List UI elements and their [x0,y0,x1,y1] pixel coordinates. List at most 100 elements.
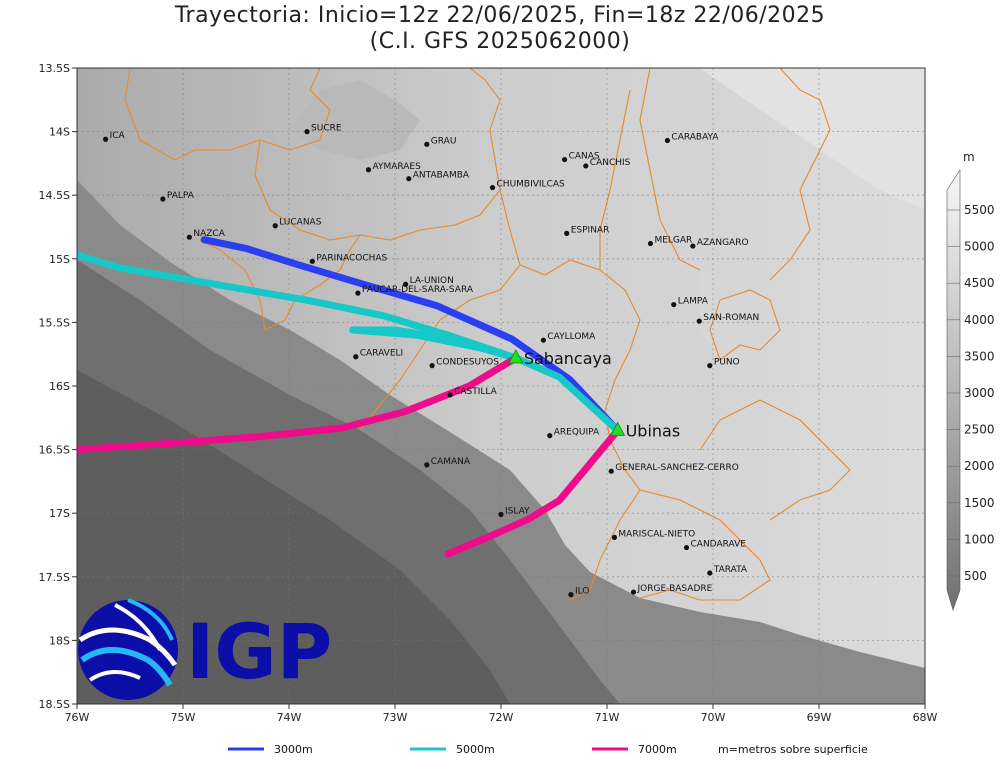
place-label: ANTABAMBA [413,171,470,181]
place-label: SUCRE [311,124,342,134]
place-label: TARATA [713,565,748,575]
colorbar-label: 500 [964,569,987,583]
igp-logo: IGP [78,598,332,700]
place-label: ICA [110,131,126,141]
place-label: CAYLLOMA [547,332,596,342]
volcano-markers: Sabancaya Ubinas [508,349,681,441]
place-dot [647,240,654,247]
legend: 3000m 5000m 7000m [228,743,677,756]
place-dot [568,592,574,598]
place-label: CANDARAVE [691,540,747,550]
place-dot [608,468,614,474]
chart-title: Trayectoria: Inicio=12z 22/06/2025, Fin=… [174,3,826,28]
place-label: CAMANA [431,457,471,467]
legend-label: 3000m [274,743,313,756]
place-dot [671,301,677,308]
x-tick-label: 76W [65,711,90,724]
volcano-label: Ubinas [626,422,681,441]
place-dot [611,534,618,540]
place-label: PARINACOCHAS [316,253,387,263]
place-label: ISLAY [505,506,530,516]
grid [77,68,925,704]
volcano-label: Sabancaya [524,349,612,368]
legend-label: 7000m [638,743,677,756]
place-label: LA-UNION [410,276,454,286]
colorbar: m 5500 5000 4500 4000 3500 3000 2500 2000 1500 10… [946,150,995,611]
place-dot [160,196,166,202]
colorbar-label: 1500 [964,496,995,510]
place-label: GENERAL-SANCHEZ-CERRO [615,463,739,473]
place-label: CARABAYA [671,133,719,143]
y-tick-label: 14.5S [39,189,70,202]
place-dot [498,511,504,518]
place-label: JORGE-BASADRE [637,584,713,594]
colorbar-label: 3000 [964,386,995,400]
place-dot [186,234,192,240]
place-label: CHUMBIVILCAS [497,180,565,190]
place-label: PALPA [167,191,195,201]
place-label: AZANGARO [697,238,749,248]
place-dot [564,230,570,236]
place-dot [583,163,589,169]
place-dot [103,136,109,142]
place-dot [355,290,361,296]
trajectory-5000m [77,251,622,434]
place-dot [547,433,553,439]
colorbar-label: 3500 [964,349,995,363]
place-label: ILO [575,587,589,597]
place-label: SAN-ROMAN [703,313,759,323]
colorbar-label: 4500 [964,276,995,290]
place-dot [406,176,412,182]
place-dot [540,337,547,343]
place-dot [447,392,453,398]
y-tick-label: 17.5S [39,571,70,584]
trajectories [77,236,622,558]
place-label: AYMARAES [373,162,422,172]
colorbar-label: 1000 [964,532,995,546]
place-label: CASTILLA [454,387,498,397]
x-tick-label: 72W [489,711,514,724]
place-dot [304,129,310,135]
colorbar-label: 5500 [964,203,995,217]
trajectory-7000m [444,427,622,558]
y-tick-label: 13.5S [39,62,70,75]
place-dot [707,570,713,576]
lake-titicaca-area [700,270,780,360]
highland-lightest [600,68,925,210]
y-tick-label: 18.5S [39,698,70,711]
place-dot [424,141,430,147]
volcano-icon [508,349,524,364]
x-axis-ticks: 76W 75W 74W 73W 72W 71W 70W 69W 68W [65,704,938,724]
colorbar-unit: m [963,150,975,164]
x-tick-label: 71W [595,711,620,724]
legend-note: m=metros sobre superficie [718,743,868,756]
place-dot [707,363,713,369]
place-dot [429,363,435,369]
place-dot [309,258,315,264]
place-dot [365,167,372,173]
igp-logo-text: IGP [186,607,332,696]
place-label: LUCANAS [279,218,321,228]
y-tick-label: 16.5S [39,444,70,457]
x-tick-label: 70W [701,711,726,724]
place-dot [562,156,568,163]
legend-label: 5000m [456,743,495,756]
place-dot [489,184,496,191]
place-label: LAMPA [678,297,709,307]
place-label: GRAU [431,136,457,146]
place-label: MELGAR [654,236,692,246]
place-dot [630,589,637,595]
y-tick-label: 15S [49,253,70,266]
y-tick-label: 15.5S [39,316,70,329]
place-label: PUNO [714,358,740,368]
place-dot [664,137,671,144]
x-tick-label: 75W [171,711,196,724]
colorbar-label: 5000 [964,240,995,254]
place-label: MARISCAL-NIETO [618,529,695,539]
place-label: CANCHIS [590,158,631,168]
volcano-icon [609,421,626,436]
x-tick-label: 69W [807,711,832,724]
place-label: CONDESUYOS [436,358,499,368]
